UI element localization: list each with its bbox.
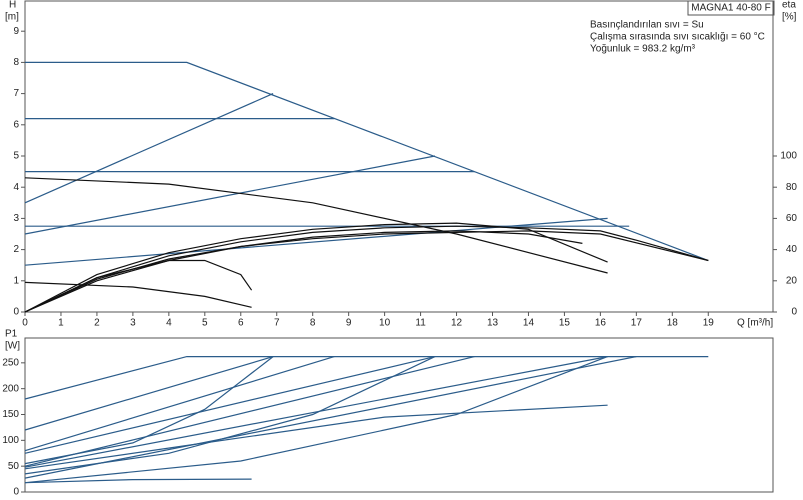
y-tick-label: 50 — [8, 461, 20, 472]
x-tick-label: 19 — [703, 318, 715, 329]
y-tick-label: 200 — [2, 383, 19, 394]
curve — [24, 356, 436, 475]
y2-tick-label: 100 — [780, 151, 797, 162]
annotation: Yoğunluk = 983.2 kg/m³ — [590, 44, 696, 55]
x-tick-label: 14 — [523, 318, 535, 329]
x-tick-label: 12 — [451, 318, 463, 329]
curve — [24, 404, 608, 470]
curve — [24, 259, 253, 313]
y-unit: [W] — [5, 341, 20, 352]
x-tick-label: 1 — [58, 318, 64, 329]
curve — [24, 356, 274, 431]
y-tick-label: 7 — [13, 88, 19, 99]
curve — [24, 230, 583, 313]
y2-tick-label: 20 — [786, 275, 798, 286]
curve — [24, 230, 709, 313]
x-tick-label: 5 — [202, 318, 208, 329]
y-tick-label: 3 — [13, 213, 19, 224]
y-unit: [m] — [5, 12, 19, 23]
x-tick-label: 15 — [559, 318, 571, 329]
curve — [24, 155, 436, 235]
x-tick-label: 10 — [379, 318, 391, 329]
curve — [24, 93, 274, 204]
x-tick-label: 9 — [346, 318, 352, 329]
curve — [24, 356, 335, 452]
x-tick-label: 7 — [274, 318, 280, 329]
x-tick-label: 17 — [631, 318, 643, 329]
y2-label: eta — [782, 0, 796, 11]
curve — [25, 61, 709, 262]
y-tick-label: 6 — [13, 119, 19, 130]
y-tick-label: 250 — [2, 357, 19, 368]
curve — [24, 217, 608, 266]
annotation: Çalışma sırasında sıvı sıcaklığı = 60 °C — [590, 32, 765, 43]
curve — [24, 281, 252, 308]
x-tick-label: 3 — [130, 318, 136, 329]
x-tick-label: 0 — [22, 318, 28, 329]
y-tick-label: 2 — [13, 244, 19, 255]
curve — [24, 356, 608, 468]
chart-title: MAGNA1 40-80 F — [691, 3, 770, 14]
y2-tick-label: 80 — [786, 182, 798, 193]
curve — [24, 177, 608, 274]
y-tick-label: 5 — [13, 151, 19, 162]
y-tick-label: 150 — [2, 409, 19, 420]
plot-frame — [24, 337, 774, 493]
y-label: P1 — [5, 329, 18, 340]
y-tick-label: 0 — [13, 307, 19, 318]
x-tick-label: 13 — [487, 318, 499, 329]
x-tick-label: 8 — [310, 318, 316, 329]
x-tick-label: 18 — [667, 318, 679, 329]
curve — [24, 225, 709, 313]
y-tick-label: 0 — [13, 487, 19, 498]
x-tick-label: 6 — [238, 318, 244, 329]
y-tick-label: 9 — [13, 26, 19, 37]
y-tick-label: 1 — [13, 275, 19, 286]
x-tick-label: 11 — [415, 318, 426, 329]
x-label: Q [m³/h] — [737, 318, 773, 329]
y2-tick-label: 0 — [791, 307, 797, 318]
curve — [24, 356, 436, 454]
curve — [24, 478, 252, 484]
y-tick-label: 8 — [13, 57, 19, 68]
curve — [24, 356, 274, 465]
curve — [24, 356, 608, 484]
y2-unit: [%] — [782, 12, 797, 23]
y-tick-label: 100 — [2, 435, 19, 446]
y2-tick-label: 60 — [786, 213, 798, 224]
curve — [24, 356, 709, 400]
y2-tick-label: 40 — [786, 244, 798, 255]
curve — [24, 356, 637, 479]
x-tick-label: 2 — [94, 318, 100, 329]
y-tick-label: 4 — [13, 182, 19, 193]
curve — [24, 356, 475, 467]
y-label: H — [9, 0, 16, 11]
annotation: Basınçlandırılan sıvı = Su — [590, 20, 704, 31]
x-tick-label: 4 — [166, 318, 172, 329]
x-tick-label: 16 — [595, 318, 607, 329]
